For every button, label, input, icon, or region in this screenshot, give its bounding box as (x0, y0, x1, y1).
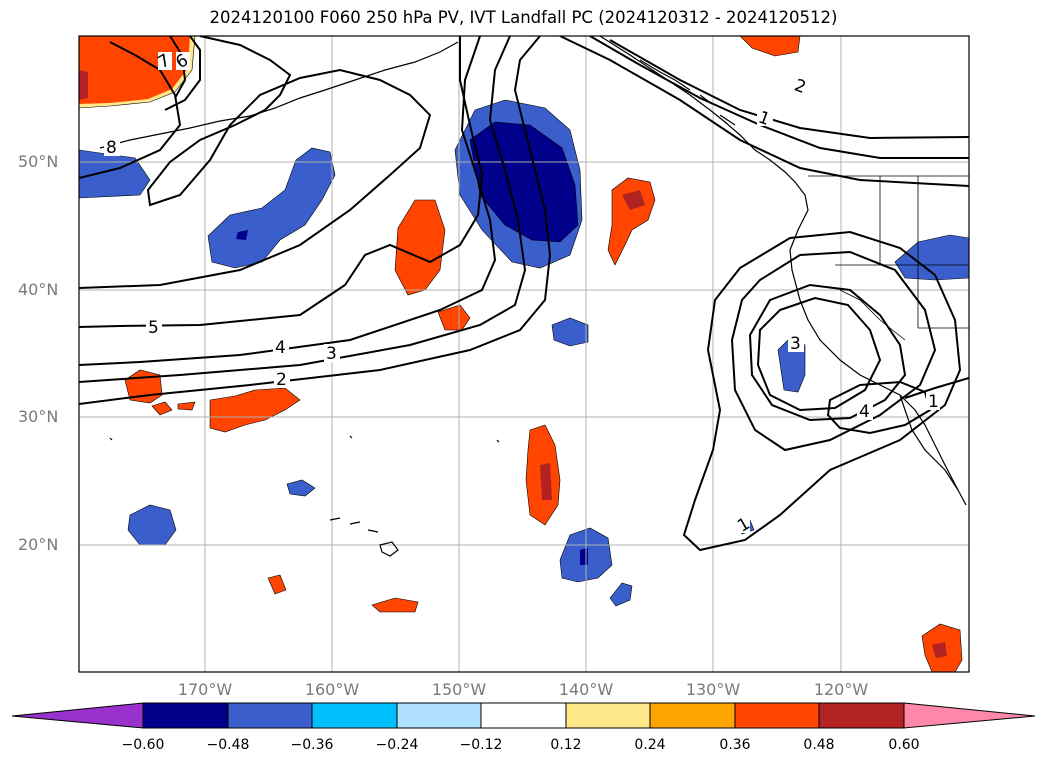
colorbar-tick-label: −0.48 (206, 737, 250, 753)
lon-label: 120°W (813, 680, 869, 699)
lat-label: 50°N (18, 152, 59, 171)
contour-label: 2 (276, 370, 287, 390)
shade-navy-gulf (469, 121, 579, 243)
contour-label: 8 (106, 138, 117, 158)
lon-label: 150°W (431, 680, 487, 699)
shade-orange-sw2 (209, 387, 301, 433)
contour-label: 4 (275, 338, 286, 358)
colorbar-tick-label: 0.24 (634, 737, 666, 753)
map-title: 2024120100 F060 250 hPa PV, IVT Landfall… (209, 8, 838, 27)
lon-label: 160°W (304, 680, 360, 699)
contour-label: 4 (859, 402, 870, 422)
colorbar-bin (565, 702, 651, 729)
contour-8 (79, 41, 182, 179)
lon-label: 130°W (685, 680, 741, 699)
lat-label: 30°N (18, 407, 59, 426)
lon-label: 140°W (558, 680, 614, 699)
colorbar-tick-label: −0.12 (459, 737, 503, 753)
colorbar-tick-label: 0.12 (550, 737, 582, 753)
contour-label: 1 (928, 392, 939, 412)
colorbar (11, 702, 1036, 729)
lon-label: 170°W (177, 680, 233, 699)
colorbar-bin (311, 702, 398, 729)
colorbar-tick-label: −0.36 (290, 737, 334, 753)
plot-frame (78, 35, 970, 673)
colorbar-bin (396, 702, 482, 729)
contour-label: 3 (326, 344, 337, 364)
pv-contours (79, 36, 969, 552)
contour-ca-outer (682, 230, 962, 552)
colorbar-bin (480, 702, 567, 729)
contour-4-closed (826, 380, 932, 435)
colorbar-tick-label: −0.24 (375, 737, 419, 753)
colorbar-tick-label: 0.48 (803, 737, 835, 753)
shade-blue-ne (894, 234, 969, 281)
shade-blue-hi1 (127, 504, 177, 546)
borders (808, 175, 969, 341)
colorbar-bin (142, 702, 229, 729)
colorbar-bin (818, 702, 905, 729)
gridlines (79, 36, 969, 672)
shade-orange-ne (739, 36, 801, 57)
colorbar-bin (227, 702, 313, 729)
contour-label: 5 (148, 318, 159, 338)
lat-label: 40°N (18, 280, 59, 299)
colorbar-extend-low (11, 702, 144, 729)
colorbar-bin (734, 702, 820, 729)
colorbar-tick-label: −0.60 (121, 737, 165, 753)
pacific-nw-coast (599, 36, 967, 506)
shade-blue-small (551, 317, 589, 347)
lat-label: 20°N (18, 535, 59, 554)
shade-orange-c (394, 199, 446, 296)
colorbar-extend-high (903, 702, 1036, 729)
hawaii (329, 517, 399, 557)
coastlines (99, 36, 967, 557)
baja (899, 394, 959, 491)
contour-labels: 8 7 6 5 4 3 2 1 2 1 3 4 1 (104, 50, 940, 537)
colorbar-tick-label: 0.36 (719, 737, 751, 753)
aleutians (99, 41, 459, 149)
contour-label: 3 (790, 334, 801, 354)
colorbar-bin (649, 702, 736, 729)
colorbar-tick-label: 0.60 (888, 737, 920, 753)
